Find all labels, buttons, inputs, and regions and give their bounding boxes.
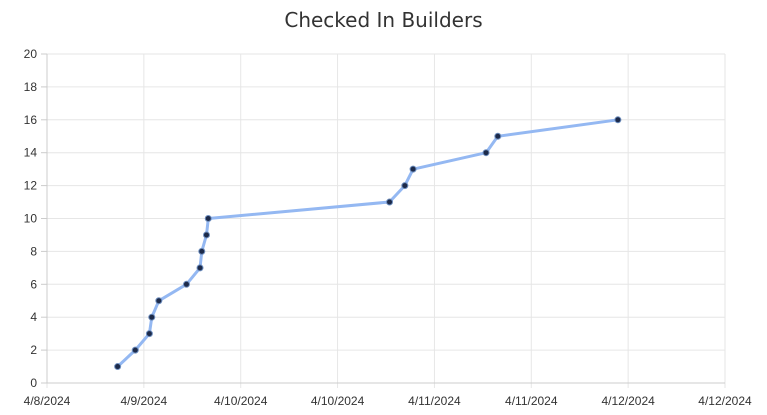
x-tick-label: 4/8/2024 — [24, 394, 71, 408]
data-point[interactable] — [482, 149, 490, 157]
data-point[interactable] — [131, 346, 139, 354]
chart-title: Checked In Builders — [284, 8, 483, 32]
x-tick-label: 4/11/2024 — [408, 394, 461, 408]
data-point[interactable] — [148, 313, 156, 321]
y-tick-labels: 0 2 4 6 8 10 12 14 16 18 20 — [24, 47, 38, 390]
data-point[interactable] — [202, 231, 210, 239]
data-point[interactable] — [145, 330, 153, 338]
x-tick-label: 4/10/2024 — [311, 394, 365, 408]
series-line — [116, 118, 619, 368]
data-point[interactable] — [196, 264, 204, 272]
data-point[interactable] — [114, 363, 122, 371]
y-tick-label: 2 — [30, 343, 37, 357]
y-tick-label: 16 — [24, 113, 38, 127]
y-tick-label: 18 — [24, 80, 38, 94]
data-point[interactable] — [401, 182, 409, 190]
data-point[interactable] — [614, 116, 622, 124]
x-tick-label: 4/12/2024 — [601, 394, 655, 408]
y-tick-label: 20 — [24, 47, 38, 61]
data-point[interactable] — [204, 215, 212, 222]
y-tick-label: 10 — [24, 212, 38, 226]
y-tick-label: 0 — [30, 376, 37, 390]
data-point[interactable] — [198, 247, 206, 255]
x-tick-labels: 4/8/2024 4/9/2024 4/10/2024 4/10/2024 4/11/2… — [24, 394, 752, 408]
x-tick-label: 4/12/2024 — [698, 394, 752, 408]
y-tick-label: 12 — [24, 179, 38, 193]
x-tick-label: 4/10/2024 — [214, 394, 268, 408]
x-tick-label: 4/11/2024 — [505, 394, 558, 408]
gridlines — [46, 53, 726, 388]
data-point[interactable] — [182, 280, 190, 288]
axes — [41, 53, 725, 384]
data-point[interactable] — [494, 132, 502, 140]
data-point[interactable] — [386, 198, 394, 206]
y-tick-label: 6 — [30, 277, 37, 291]
x-tick-label: 4/9/2024 — [120, 394, 167, 408]
y-tick-label: 4 — [30, 310, 37, 324]
y-tick-label: 8 — [30, 244, 37, 258]
series — [114, 116, 622, 371]
data-point[interactable] — [409, 165, 417, 173]
data-point[interactable] — [155, 297, 163, 305]
y-tick-label: 14 — [24, 146, 38, 160]
